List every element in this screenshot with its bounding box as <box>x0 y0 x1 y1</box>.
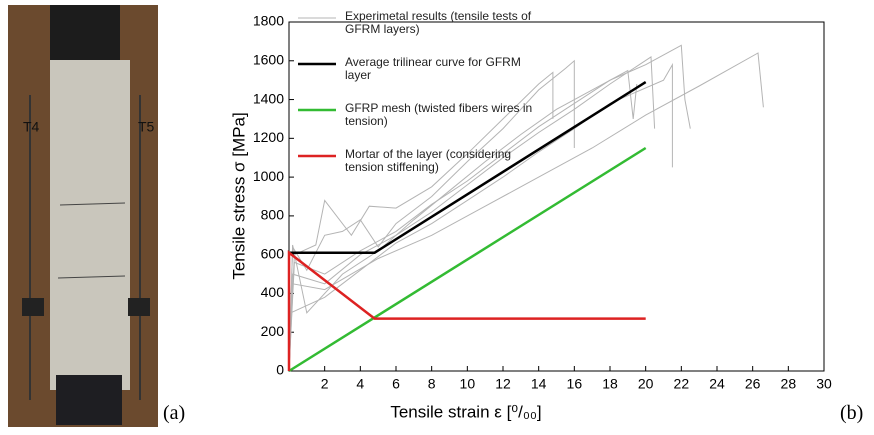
x-tick-label: 22 <box>674 376 690 392</box>
x-tick-label: 6 <box>392 376 400 392</box>
legend-label: Average trilinear curve for GFRM layer <box>345 55 521 82</box>
photo-label: T5 <box>138 119 155 135</box>
x-tick-label: 8 <box>428 376 436 392</box>
panel-label: (a) <box>163 402 186 424</box>
y-tick-label: 600 <box>261 245 285 261</box>
y-tick-label: 1200 <box>253 129 284 145</box>
x-tick-label: 2 <box>321 376 329 392</box>
y-tick-label: 1000 <box>253 168 284 184</box>
experimental-curve <box>288 69 638 372</box>
legend-label: Experimetal results (tensile tests of GF… <box>345 9 532 36</box>
experimental-curve <box>288 71 554 372</box>
photo-label: T4 <box>23 119 40 135</box>
x-tick-label: 14 <box>531 376 547 392</box>
y-axis-title: Tensile stress σ [MPa] <box>229 112 248 279</box>
series-line <box>288 146 647 373</box>
y-tick-label: 1800 <box>253 13 284 29</box>
experimental-curve <box>288 44 691 372</box>
plot-frame <box>288 21 825 372</box>
x-tick-label: 30 <box>816 376 832 392</box>
y-tick-label: 1400 <box>253 90 284 106</box>
x-tick-label: 28 <box>781 376 797 392</box>
series-line <box>287 250 646 371</box>
x-tick-label: 18 <box>602 376 618 392</box>
x-tick-label: 4 <box>356 376 364 392</box>
experimental-curve <box>288 55 656 372</box>
experimental-curve <box>288 62 673 372</box>
panel-label: (b) <box>840 402 864 424</box>
x-tick-label: 16 <box>567 376 583 392</box>
y-tick-label: 1600 <box>253 51 284 67</box>
y-tick-label: 800 <box>261 207 285 223</box>
x-axis-title: Tensile strain ε [⁰/₀₀] <box>390 402 541 421</box>
y-tick-label: 200 <box>261 323 285 339</box>
photo <box>8 5 158 427</box>
x-tick-label: 24 <box>709 376 725 392</box>
y-tick-label: 0 <box>276 362 284 378</box>
legend-label: GFRP mesh (twisted fibers wires in tensi… <box>345 101 533 128</box>
y-tick-label: 400 <box>261 284 285 300</box>
x-tick-label: 10 <box>460 376 476 392</box>
experimental-curve <box>288 59 575 372</box>
experimental-curve <box>288 52 764 372</box>
series-line <box>289 81 647 254</box>
legend-label: Mortar of the layer (considering tension… <box>345 147 512 174</box>
x-tick-label: 12 <box>495 376 511 392</box>
x-tick-label: 20 <box>638 376 654 392</box>
x-tick-label: 26 <box>745 376 761 392</box>
